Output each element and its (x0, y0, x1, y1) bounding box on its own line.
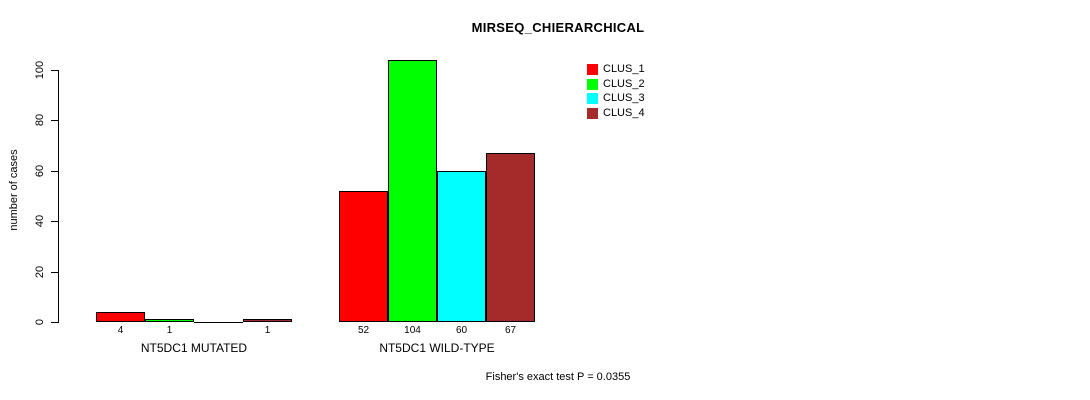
bar-clus_3-group1 (194, 322, 243, 323)
bar-value-label: 67 (504, 325, 517, 336)
y-tick (51, 171, 58, 172)
legend-label-clus_3: CLUS_3 (603, 92, 645, 104)
legend-swatch-clus_1 (587, 64, 598, 75)
bar-value-label: 1 (264, 325, 271, 336)
y-tick-label: 0 (34, 318, 46, 326)
y-tick (51, 272, 58, 273)
legend-swatch-clus_2 (587, 78, 598, 90)
bar-clus_3-group2 (437, 171, 486, 322)
y-axis-line (58, 70, 59, 323)
y-tick (51, 322, 58, 323)
y-tick-label: 80 (34, 113, 46, 127)
fisher-test-annotation: Fisher's exact test P = 0.0355 (485, 371, 631, 383)
legend-label-clus_1: CLUS_1 (603, 63, 645, 75)
y-tick-label: 60 (34, 164, 46, 178)
chart-title: MIRSEQ_CHIERARCHICAL (471, 20, 645, 35)
y-tick-label: 40 (34, 214, 46, 228)
legend-label-clus_4: CLUS_4 (603, 106, 645, 119)
legend-label-clus_2: CLUS_2 (603, 77, 645, 90)
y-tick (51, 70, 58, 71)
y-tick-label: 100 (34, 60, 46, 80)
bar-clus_4-group1 (243, 319, 292, 322)
bar-clus_1-group2 (339, 191, 388, 322)
bar-clus_2-group1 (145, 319, 194, 322)
bar-value-label: 1 (166, 325, 173, 336)
bar-value-label: 60 (455, 325, 468, 336)
legend-swatch-clus_4 (587, 107, 598, 119)
y-axis-title: number of cases (8, 149, 20, 231)
y-tick (51, 120, 58, 121)
legend-swatch-clus_3 (587, 93, 598, 104)
bar-clus_2-group2 (388, 60, 437, 322)
y-tick (51, 221, 58, 222)
bar-clus_4-group2 (486, 153, 535, 322)
bar-value-label: 52 (357, 325, 370, 336)
bar-value-label: 104 (404, 325, 421, 336)
bar-clus_1-group1 (96, 312, 145, 322)
x-group-label-1: NT5DC1 MUTATED (140, 341, 248, 355)
x-group-label-2: NT5DC1 WILD-TYPE (379, 341, 495, 355)
y-tick-label: 20 (34, 265, 46, 279)
bar-value-label: 4 (117, 325, 124, 336)
